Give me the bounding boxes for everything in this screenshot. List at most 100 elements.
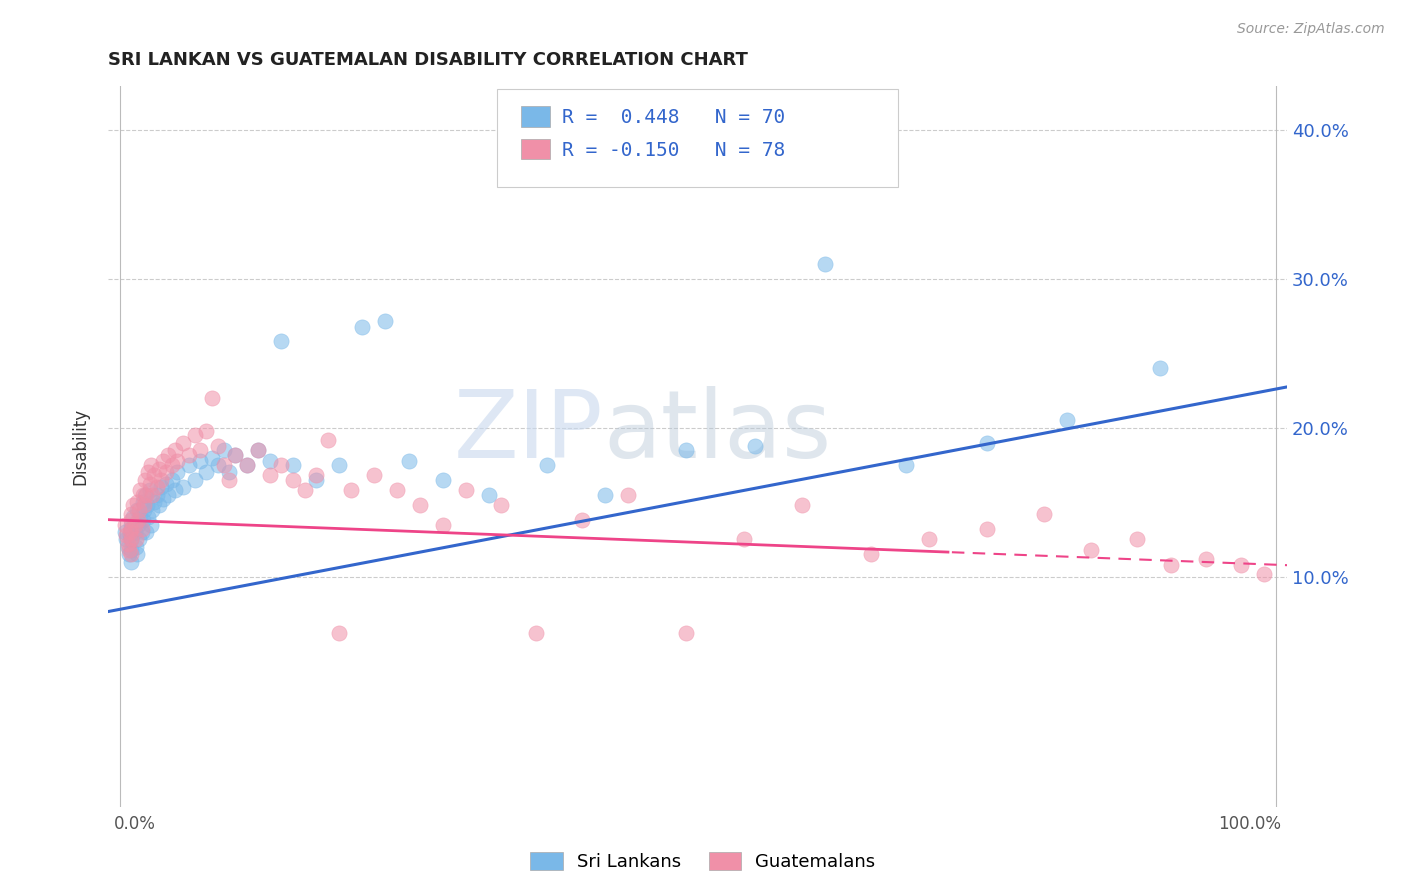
Point (432, 517, 454, 532)
Point (120, 533, 142, 547)
Point (224, 448, 246, 462)
Point (183, 428, 205, 442)
Point (235, 458, 257, 472)
Point (155, 466, 177, 480)
Point (363, 468, 385, 483)
Point (145, 480, 167, 494)
Point (143, 468, 166, 483)
Point (190, 453, 212, 467)
Point (122, 510, 145, 524)
Point (120, 533, 142, 547)
Point (305, 473, 328, 487)
Point (316, 433, 339, 447)
Point (128, 502, 150, 516)
Point (1230, 558, 1253, 572)
Text: R =  0.448   N = 70: R = 0.448 N = 70 (562, 109, 785, 128)
Point (385, 483, 408, 498)
Point (118, 547, 141, 561)
Point (131, 513, 153, 527)
Point (157, 488, 180, 502)
Point (1080, 542, 1102, 557)
Point (166, 453, 188, 467)
Point (270, 334, 292, 349)
Point (398, 453, 420, 467)
Point (305, 468, 328, 483)
Point (138, 510, 160, 524)
Point (1126, 533, 1149, 547)
Point (129, 483, 152, 498)
Text: R = -0.150   N = 78: R = -0.150 N = 78 (562, 141, 785, 160)
Point (617, 488, 640, 502)
Point (131, 495, 153, 509)
Point (125, 495, 148, 509)
Point (131, 522, 153, 536)
Point (135, 488, 157, 502)
Point (138, 466, 160, 480)
Point (281, 473, 304, 487)
Text: ZIP: ZIP (454, 386, 603, 478)
Point (218, 473, 240, 487)
Point (120, 513, 142, 527)
Point (177, 458, 200, 472)
Point (894, 458, 917, 472)
Point (160, 458, 183, 472)
Point (125, 533, 148, 547)
Point (166, 466, 188, 480)
Point (212, 443, 235, 458)
Point (127, 517, 149, 532)
Point (1195, 551, 1218, 566)
Point (138, 483, 160, 498)
Point (141, 502, 163, 516)
Point (733, 533, 755, 547)
Point (281, 458, 304, 472)
Point (814, 257, 837, 271)
Text: 100.0%: 100.0% (1219, 814, 1281, 833)
Point (294, 483, 316, 498)
Point (118, 542, 141, 557)
Point (124, 524, 146, 539)
Point (148, 498, 170, 512)
Point (456, 483, 478, 498)
Point (593, 488, 616, 502)
Point (125, 547, 148, 561)
Point (132, 498, 155, 512)
Text: SRI LANKAN VS GUATEMALAN DISABILITY CORRELATION CHART: SRI LANKAN VS GUATEMALAN DISABILITY CORR… (108, 51, 748, 69)
Point (132, 502, 155, 516)
FancyBboxPatch shape (520, 139, 550, 159)
Y-axis label: Disability: Disability (72, 408, 89, 485)
Point (352, 319, 374, 334)
Point (259, 468, 281, 483)
Point (571, 513, 593, 527)
Point (976, 522, 998, 536)
Point (976, 435, 998, 450)
Point (328, 626, 350, 640)
Point (339, 483, 361, 498)
Point (160, 473, 183, 487)
Point (247, 443, 270, 458)
Point (201, 391, 224, 405)
Point (143, 495, 166, 509)
Point (489, 498, 512, 512)
Point (207, 458, 229, 472)
Point (195, 466, 218, 480)
Point (675, 443, 697, 458)
Point (135, 524, 157, 539)
Text: 0.0%: 0.0% (114, 814, 156, 833)
Point (141, 488, 163, 502)
Point (118, 524, 141, 539)
Point (374, 313, 396, 327)
Point (129, 510, 152, 524)
Point (1160, 558, 1182, 572)
Point (152, 453, 174, 467)
Point (136, 498, 159, 512)
Point (124, 517, 146, 532)
Point (1149, 361, 1171, 376)
Point (224, 448, 246, 462)
Point (675, 626, 697, 640)
Point (1056, 413, 1078, 427)
Point (152, 492, 174, 507)
Point (235, 458, 257, 472)
Text: Source: ZipAtlas.com: Source: ZipAtlas.com (1237, 22, 1385, 37)
Point (120, 517, 142, 532)
Point (247, 443, 270, 458)
